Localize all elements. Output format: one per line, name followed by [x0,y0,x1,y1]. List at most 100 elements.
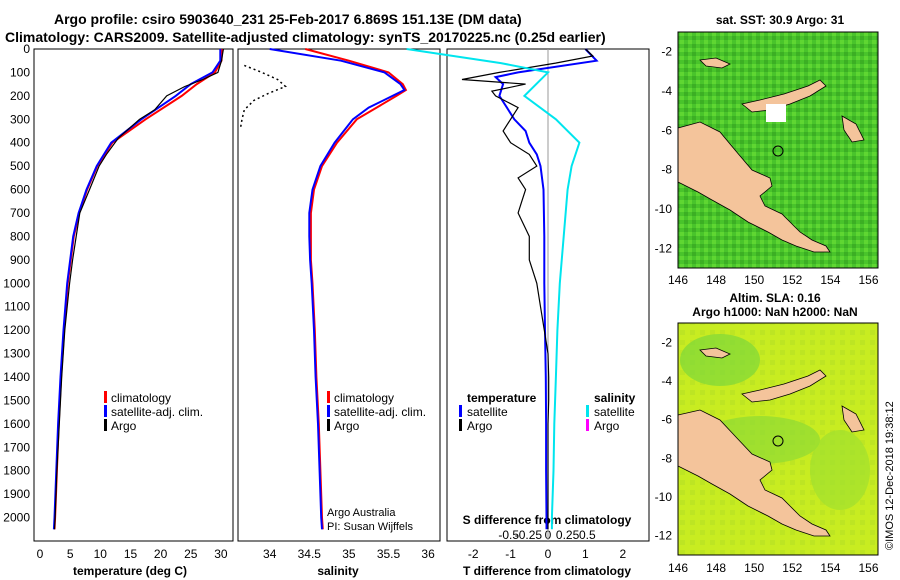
legend-climatology: climatology [334,391,394,405]
sla-map-frame [677,322,879,556]
temperature-series [52,48,224,530]
lon-tick: 148 [706,273,726,287]
sla-map-lat-axis: -2 -4 -6 -8 -10 -12 [655,335,673,542]
depth-tick: 500 [10,159,30,173]
temperature-x-tick: 0 [37,547,44,561]
timestamp-credit: ©IMOS 12-Dec-2018 19:38:12 [884,401,896,550]
legend-t-satellite: satellite [467,405,508,419]
salinity-x-tick: 34.5 [298,547,322,561]
argo-location-marker [772,435,784,447]
legend-s-argo: Argo [594,419,620,433]
depth-tick: 1600 [3,417,30,431]
depth-tick: 1800 [3,464,30,478]
depth-tick: 1000 [3,276,30,290]
legend-swatch-t-satellite [459,405,462,417]
depth-tick: 700 [10,206,30,220]
depth-tick: 1400 [3,370,30,384]
depth-tick: 1300 [3,347,30,361]
lon-tick: 154 [820,273,840,287]
t-diff-x-tick: 1 [582,547,589,561]
lon-tick: 152 [782,273,802,287]
legend-swatch-climatology [104,391,107,403]
legend-temperature-title: temperature [467,391,537,405]
lon-tick: 148 [706,561,726,575]
t-diff-x-tick: 2 [619,547,626,561]
new-britain-land [741,79,827,113]
t-diff-argo-line [461,48,595,530]
bougainville-land [841,115,865,143]
salinity-legend: climatology satellite-adj. clim. Argo [327,391,426,433]
temperature-x-tick: 15 [124,547,138,561]
depth-tick: 600 [10,183,30,197]
legend-argo: Argo [111,419,137,433]
temperature-x-tick: 20 [154,547,168,561]
lon-tick: 150 [744,273,764,287]
salinity-panel-frame [237,48,441,542]
t-diff-x-tick: -2 [468,547,479,561]
new-ireland-land [699,347,731,359]
lat-tick: -12 [655,241,673,255]
legend-s-satellite: satellite [594,405,635,419]
sst-map-lat-axis: -2 -4 -6 -8 -10 -12 [655,45,673,256]
sla-map-title: Altim. SLA: 0.16 [729,291,821,305]
bougainville-land [841,405,865,433]
lon-tick: 146 [668,561,688,575]
lat-tick: -6 [661,123,672,137]
lat-tick: -4 [661,374,672,388]
lat-tick: -2 [661,45,672,59]
lon-tick: 154 [820,561,840,575]
difference-x-axis: -2 -1 0 1 2 [468,547,627,561]
sst-missing-data [766,104,786,122]
temperature-x-tick: 30 [214,547,228,561]
salinity-x-tick: 35 [342,547,356,561]
salinity-x-tick: 34 [263,547,277,561]
depth-tick: 1700 [3,440,30,454]
new-britain-land [741,369,827,403]
depth-tick: 900 [10,253,30,267]
sst-map-lon-axis: 146 148 150 152 154 156 [668,273,879,287]
lat-tick: -10 [655,202,673,216]
depth-tick: 1200 [3,323,30,337]
lon-tick: 156 [858,561,878,575]
sla-map-subtitle: Argo h1000: NaN h2000: NaN [692,305,857,319]
lat-tick: -6 [661,413,672,427]
salinity-x-axis: 34 34.5 35 35.5 36 [263,547,435,561]
legend-satellite: satellite-adj. clim. [334,405,426,419]
salinity-series [239,48,408,530]
sla-anomaly-patch [680,334,760,386]
depth-tick: 1900 [3,487,30,501]
s-diff-x-tick: -0.5 [498,528,519,542]
depth-tick: 400 [10,136,30,150]
lon-tick: 156 [858,273,878,287]
depth-tick: 200 [10,89,30,103]
legend-satellite: satellite-adj. clim. [111,405,203,419]
temperature-argo-line [53,48,224,530]
legend-argo: Argo [334,419,360,433]
lat-tick: -12 [655,529,673,543]
depth-tick: 0 [23,42,30,56]
t-diff-x-tick: -1 [505,547,516,561]
lat-tick: -8 [661,451,672,465]
argo-location-marker [772,145,784,157]
t-diff-x-label: T difference from climatology [463,564,631,578]
depth-axis: 0 100 200 300 400 500 600 700 800 900 10… [3,42,30,525]
legend-swatch-t-argo [459,419,462,431]
temperature-panel-frame [33,48,234,542]
legend-swatch-satellite [104,405,107,417]
temperature-x-axis: 0 5 10 15 20 25 30 [37,547,228,561]
sla-map-lon-axis: 146 148 150 152 154 156 [668,561,879,575]
legend-swatch-argo [104,419,107,431]
s-diff-satellite-line [406,48,581,530]
temperature-legend: climatology satellite-adj. clim. Argo [104,391,203,433]
salinity-x-label: salinity [317,564,359,578]
t-diff-x-tick: 0 [545,547,552,561]
legend-climatology: climatology [111,391,171,405]
legend-swatch-satellite [327,405,330,417]
depth-tick: 1500 [3,393,30,407]
credit-line1: Argo Australia [327,507,396,519]
depth-tick: 1100 [4,300,30,314]
depth-tick: 300 [10,112,30,126]
legend-t-argo: Argo [467,419,493,433]
